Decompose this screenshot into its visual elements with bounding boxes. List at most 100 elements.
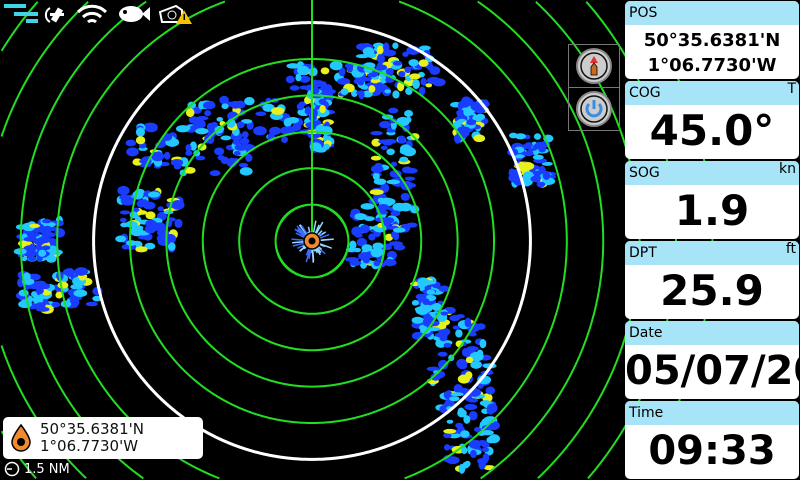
radar-echo [144, 242, 156, 250]
radar-echo [167, 242, 176, 251]
panel-cog[interactable]: COG T 45.0° [625, 81, 799, 159]
radar-echo [140, 199, 148, 204]
radar-echo [67, 268, 75, 278]
range-indicator[interactable]: 1.5 NM [4, 461, 70, 477]
radar-echo [464, 111, 473, 116]
radar-echo [238, 162, 249, 168]
range-icon [4, 461, 20, 477]
radar-echo [454, 387, 468, 394]
heading-up-button[interactable] [568, 44, 620, 88]
radar-echo [319, 104, 326, 114]
radar-echo [241, 131, 249, 139]
radar-echo [476, 323, 486, 330]
radar-echo [469, 351, 484, 362]
radar-echo [23, 272, 31, 282]
radar-echo [119, 194, 132, 201]
radar-echo [281, 136, 288, 144]
radar-echo [411, 316, 424, 324]
radar-echo [392, 90, 400, 99]
radar-echo [419, 45, 431, 51]
radar-echo [351, 226, 363, 237]
radar-echo [147, 191, 160, 198]
radar-echo [209, 170, 221, 177]
radar-echo [458, 100, 471, 108]
panel-value: 09:33 [648, 428, 776, 474]
radar-echo [334, 60, 342, 70]
radar-echo [371, 164, 384, 174]
radar-echo [361, 244, 373, 252]
radar-echo [372, 242, 384, 250]
radar-echo [460, 430, 470, 438]
radar-echo [473, 134, 486, 143]
radar-echoes [13, 42, 557, 474]
radar-echo [349, 260, 362, 266]
radar-echo [465, 356, 474, 364]
alarm-warning-icon[interactable] [158, 2, 194, 26]
radar-echo [175, 125, 190, 133]
radar-echo [323, 143, 330, 150]
pos-lon: 1°06.7730'W [647, 55, 777, 76]
radar-echo [245, 153, 253, 162]
radar-echo [57, 281, 69, 289]
panel-dpt[interactable]: DPT ft 25.9 [625, 241, 799, 319]
radar-echo [486, 403, 498, 413]
power-icon [580, 95, 608, 123]
radar-echo [440, 311, 449, 316]
radar-echo [362, 90, 373, 98]
radar-echo [437, 351, 448, 357]
radar-echo [144, 225, 157, 234]
pos-lat: 50°35.6381'N [643, 30, 781, 51]
radar-echo [452, 325, 460, 330]
panel-sog[interactable]: SOG kn 1.9 [625, 161, 799, 239]
radar-echo [132, 207, 140, 213]
radar-echo [468, 439, 482, 449]
panel-label: Date [629, 325, 663, 341]
radar-echo [461, 446, 468, 455]
radar-echo [163, 151, 171, 160]
radar-echo [202, 101, 216, 110]
radar-echo [392, 42, 399, 49]
radar-echo [135, 136, 146, 145]
radar-echo [399, 156, 409, 163]
panel-date[interactable]: Date 05/07/20 [625, 321, 799, 399]
pos-panel[interactable]: POS 50°35.6381'N 1°06.7730'W [625, 1, 799, 79]
radar-echo [531, 150, 539, 156]
radar-echo [135, 127, 145, 137]
radar-echo [54, 220, 64, 227]
radar-echo [79, 276, 86, 281]
vessel-icon [303, 232, 321, 250]
status-bar [0, 0, 194, 28]
radar-echo [457, 126, 470, 132]
radar-echo [464, 460, 471, 467]
radar-echo [239, 167, 253, 176]
radar-echo [458, 364, 467, 370]
radar-echo [455, 422, 464, 429]
radar-echo [541, 161, 553, 166]
panel-value: 45.0° [649, 106, 775, 155]
power-button[interactable] [568, 87, 620, 131]
radar-echo [220, 135, 232, 141]
panel-label: COG [629, 85, 661, 101]
radar-echo [542, 170, 551, 181]
radar-echo [403, 78, 415, 87]
panel-time[interactable]: Time 09:33 [625, 401, 799, 479]
radar-echo [409, 73, 421, 80]
radar-echo [320, 67, 330, 75]
radar-echo [170, 159, 184, 167]
radar-echo [210, 121, 218, 128]
radar-echo [239, 137, 250, 145]
radar-echo [23, 236, 37, 242]
radar-echo [457, 407, 465, 416]
menu-icon[interactable] [4, 2, 38, 26]
radar-echo [418, 59, 429, 67]
radar-echo [468, 411, 478, 421]
radar-echo [130, 226, 144, 237]
radar-echo [171, 200, 185, 210]
cursor-position-box: 50°35.6381'N 1°06.7730'W [3, 417, 203, 459]
radar-echo [29, 223, 40, 229]
radar-echo [383, 141, 393, 146]
radar-echo [173, 163, 182, 170]
radar-echo [221, 103, 229, 110]
radar-echo [117, 185, 130, 196]
